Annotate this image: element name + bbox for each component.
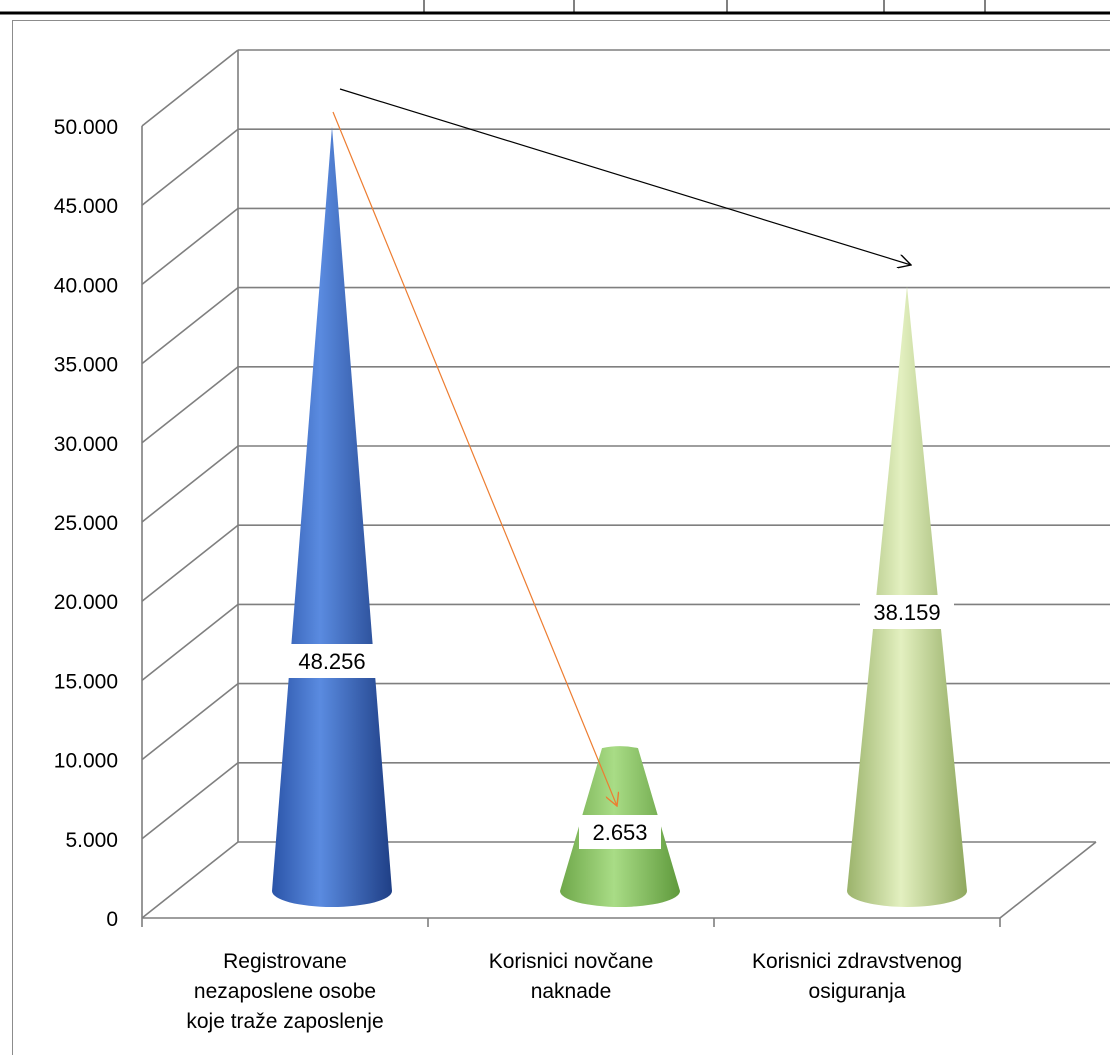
gridline-side-8 <box>141 207 239 286</box>
category-label-line: Registrovane <box>223 950 347 973</box>
labels: 0 5.000 10.000 15.000 20.000 25.000 30.000 35.0… <box>54 116 962 1033</box>
y-tick-label: 10.000 <box>54 750 118 773</box>
data-label-box <box>285 644 379 678</box>
data-label: 48.256 <box>298 649 365 674</box>
gridline-side-10 <box>141 49 239 127</box>
gridline-side-9 <box>141 128 239 206</box>
gridline-side-1 <box>141 762 239 840</box>
y-tick-label: 35.000 <box>54 354 118 377</box>
category-label: Registrovane nezaposlene osobe koje traže … <box>186 950 383 1033</box>
y-tick-label: 30.000 <box>54 433 118 456</box>
category-label-line: naknade <box>531 980 612 1003</box>
y-tick-label: 25.000 <box>54 512 118 535</box>
category-label-line: Korisnici novčane <box>489 950 654 973</box>
cone-body <box>272 126 392 908</box>
floor-left-edge <box>141 841 239 919</box>
category-label-line: koje traže zaposlenje <box>186 1010 383 1033</box>
gridline-side-2 <box>141 682 239 761</box>
category-label-line: Korisnici zdravstvenog <box>752 950 962 973</box>
category-label-line: osiguranja <box>809 980 906 1003</box>
top-table-border <box>0 0 1110 16</box>
gridline-side-7 <box>141 286 239 365</box>
cone-0 <box>272 126 392 908</box>
cones <box>272 126 967 908</box>
y-tick-label: 50.000 <box>54 116 118 139</box>
annotation-arrows <box>332 88 911 806</box>
gridline-side-5 <box>141 445 239 523</box>
y-tick-label: 40.000 <box>54 274 118 297</box>
y-tick-label: 45.000 <box>54 195 118 218</box>
gridlines <box>141 49 1110 840</box>
y-tick-label: 15.000 <box>54 670 118 693</box>
chart-frame <box>12 20 1110 1055</box>
data-label: 2.653 <box>592 820 647 845</box>
data-label-box <box>579 815 661 849</box>
top-table-border-lines <box>0 0 1110 15</box>
y-tick-label: 0 <box>106 908 118 931</box>
black-arrow <box>339 88 911 265</box>
data-label-box <box>860 595 954 629</box>
category-label: Korisnici zdravstvenog osiguranja <box>752 950 962 1003</box>
y-tick-label: 5.000 <box>65 829 118 852</box>
gridline-side-4 <box>141 524 239 602</box>
category-label: Korisnici novčane naknade <box>489 950 654 1003</box>
gridline-side-6 <box>141 366 239 444</box>
orange-arrow <box>332 111 617 806</box>
category-label-line: nezaposlene osobe <box>194 980 376 1003</box>
data-label: 38.159 <box>873 600 940 625</box>
gridline-side-3 <box>141 603 239 682</box>
floor-right-edge <box>999 841 1097 919</box>
y-tick-label: 20.000 <box>54 591 118 614</box>
